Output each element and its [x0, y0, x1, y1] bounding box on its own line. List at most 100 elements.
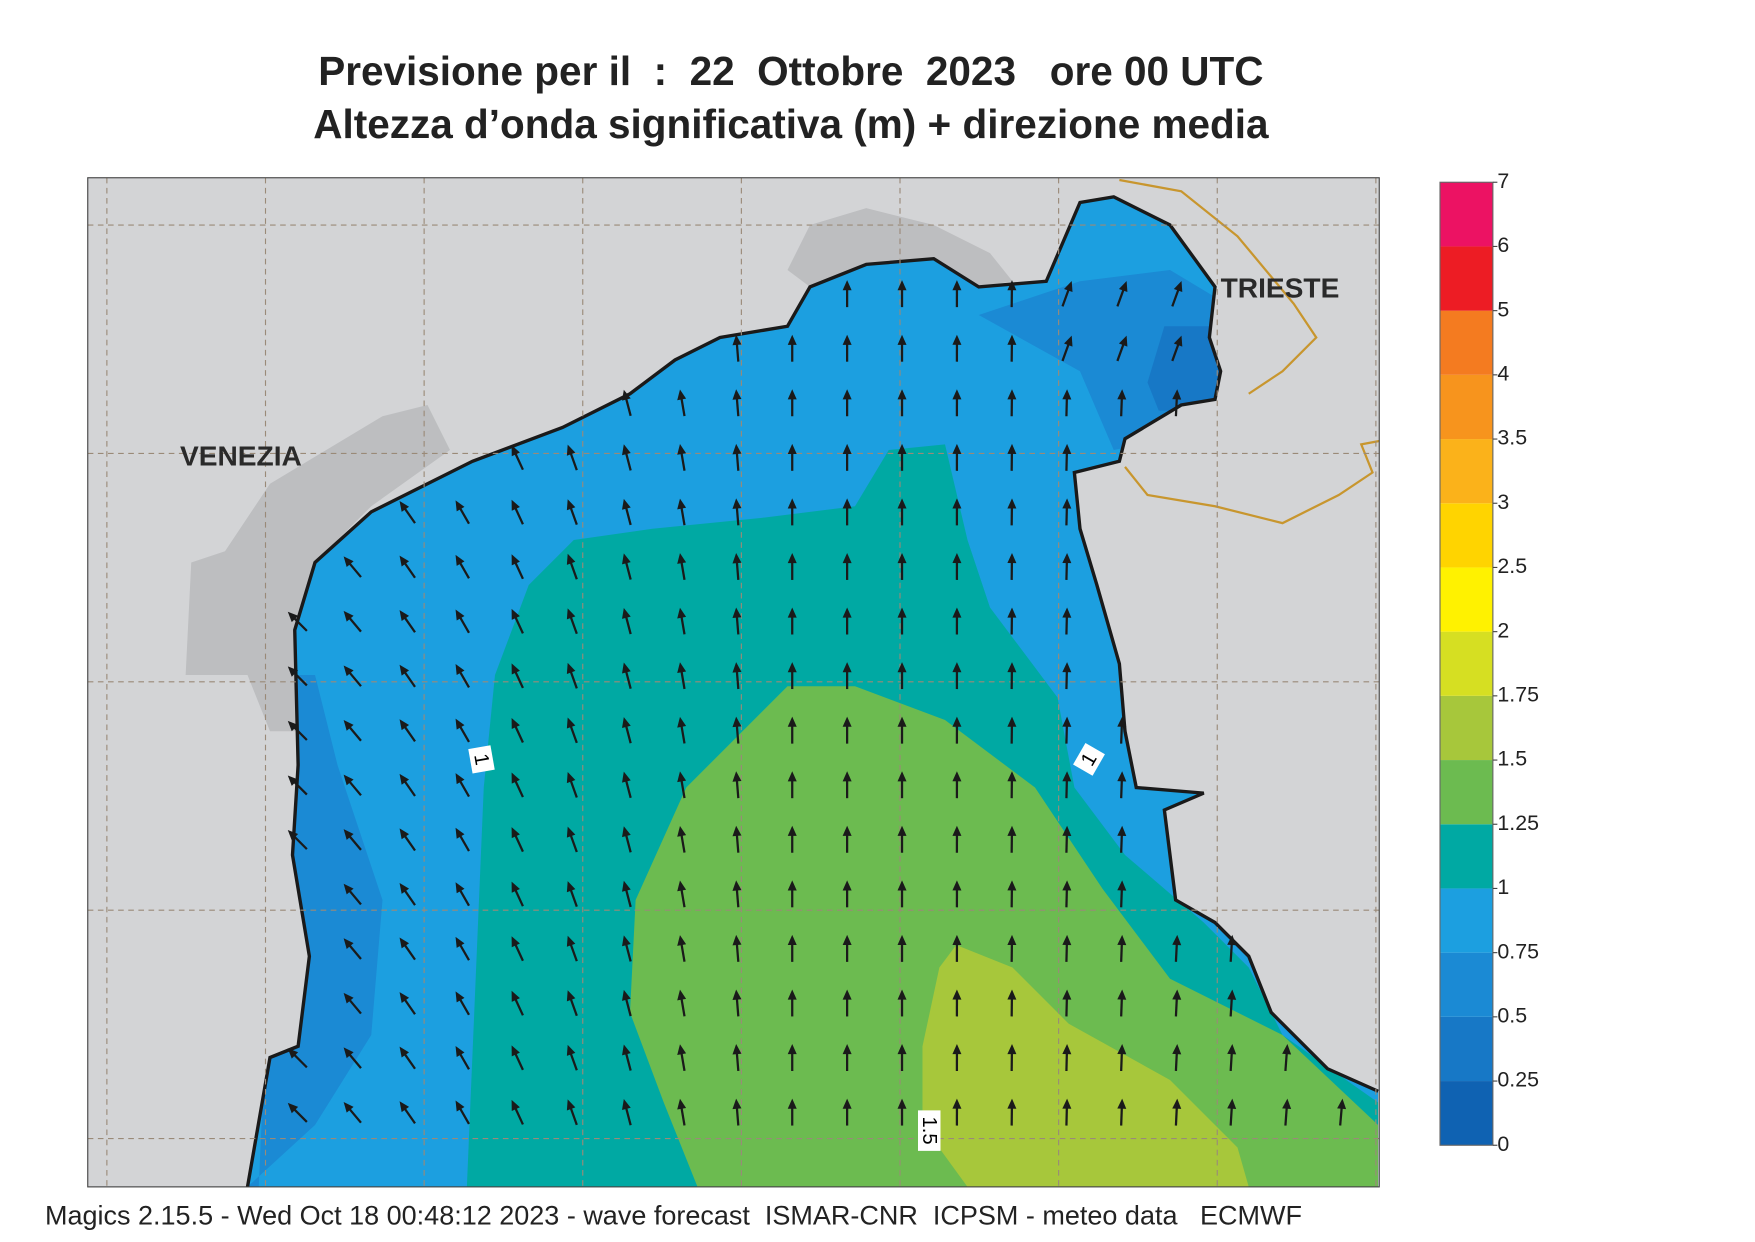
arrow: [952, 607, 962, 635]
arrow: [566, 1099, 578, 1126]
arrow-head: [1172, 1044, 1182, 1055]
arrow-head: [399, 719, 410, 731]
arrow: [732, 607, 742, 635]
arrow: [622, 607, 632, 635]
arrow-head: [732, 389, 742, 400]
arrow: [455, 609, 470, 634]
arrow-head: [952, 280, 962, 291]
colorbar-band: [1440, 695, 1493, 761]
arrow-head: [1172, 989, 1182, 1000]
colorbar-label: 0.5: [1497, 1003, 1527, 1027]
arrow: [399, 664, 416, 688]
arrow: [842, 389, 852, 417]
sea-area: [1147, 326, 1227, 411]
map: 1 1 1.5 VENEZIA TRIESTE: [87, 177, 1380, 1187]
arrow-head: [897, 443, 907, 454]
arrow: [952, 662, 962, 690]
arrow-head: [952, 771, 962, 782]
arrow-head: [842, 443, 852, 454]
map-frame: [87, 177, 1380, 1188]
arrow: [343, 720, 362, 742]
arrow-head: [1117, 1044, 1127, 1055]
arrow: [1172, 989, 1182, 1017]
arrow-head: [787, 989, 797, 1000]
arrow: [511, 717, 524, 743]
arrow-head: [952, 498, 962, 509]
arrow: [787, 1044, 797, 1071]
arrow-head: [1117, 825, 1127, 837]
arrow: [1116, 281, 1128, 307]
arrow: [732, 716, 742, 744]
arrow-head: [622, 498, 631, 510]
arrow-head: [1172, 389, 1182, 400]
arrow-head: [343, 556, 354, 568]
arrow: [1007, 716, 1017, 744]
arrow: [787, 825, 797, 853]
arrow: [952, 389, 962, 417]
arrow: [897, 989, 907, 1017]
colorbar-band: [1440, 760, 1493, 825]
arrow-head: [897, 389, 907, 400]
arrow-head: [1007, 607, 1017, 618]
arrow-head: [566, 444, 576, 456]
arrow-head: [897, 716, 907, 727]
arrow: [622, 826, 632, 853]
arrow: [897, 1098, 907, 1126]
arrow: [287, 1048, 308, 1069]
arrow-head: [897, 607, 907, 618]
arrow-head: [1227, 1098, 1237, 1109]
arrow-head: [511, 881, 520, 893]
arrow-head: [455, 1100, 465, 1112]
arrow: [897, 334, 907, 362]
arrow-head: [511, 717, 520, 730]
arrow: [1062, 498, 1072, 526]
arrow: [511, 772, 524, 798]
arrow-head: [897, 825, 907, 836]
arrow-head: [622, 826, 631, 838]
coastline: [245, 195, 1379, 1187]
arrow: [566, 881, 578, 907]
arrow: [787, 934, 797, 962]
arrow-head: [787, 934, 797, 945]
border: [1119, 178, 1380, 525]
arrow-head: [399, 937, 410, 949]
arrow-head: [897, 334, 907, 345]
arrow: [566, 826, 578, 853]
arrow-head: [1337, 1098, 1347, 1110]
arrow-head: [1064, 281, 1073, 293]
arrow: [343, 1047, 362, 1069]
arrow-head: [511, 772, 520, 784]
arrow: [287, 720, 308, 741]
arrow: [622, 771, 632, 799]
arrow-head: [1062, 552, 1072, 564]
arrow-head: [952, 389, 962, 400]
arrow: [343, 556, 362, 578]
arrow: [1282, 1044, 1292, 1072]
arrow: [455, 827, 470, 852]
arrow-head: [732, 443, 742, 455]
contour-label: 1: [1073, 743, 1105, 776]
arrow: [343, 610, 362, 633]
arrow: [399, 992, 416, 1015]
arrow-head: [1117, 389, 1127, 400]
contour-label-text: 1: [469, 752, 493, 767]
arrow: [1062, 1044, 1072, 1072]
arrow: [1062, 552, 1072, 580]
colorbar-band: [1440, 374, 1493, 440]
arrow: [842, 552, 852, 580]
colorbar-label: 2.5: [1497, 554, 1527, 578]
arrow: [677, 498, 687, 526]
arrow-head: [842, 716, 852, 727]
arrow-head: [511, 554, 520, 566]
arrow: [1062, 825, 1072, 853]
arrow-head: [511, 445, 520, 457]
arrow-head: [677, 553, 687, 564]
arrow: [399, 610, 416, 633]
arrow: [732, 552, 742, 580]
arrow-head: [343, 992, 354, 1004]
arrow: [1007, 280, 1017, 308]
arrow: [897, 825, 907, 853]
arrow: [732, 1044, 742, 1072]
arrow-head: [511, 608, 520, 620]
arrow-head: [1064, 335, 1073, 347]
